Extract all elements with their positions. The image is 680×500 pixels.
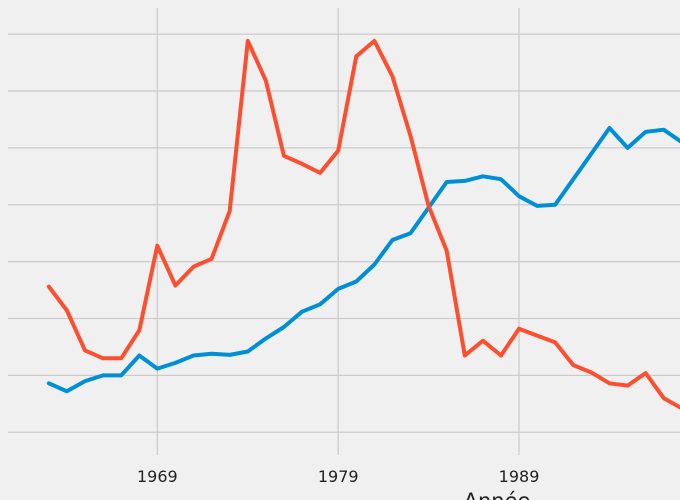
line-series: [46, 38, 680, 410]
lines: [46, 38, 680, 410]
x-axis-label: Année: [464, 489, 531, 500]
x-tick-label: 1979: [318, 467, 359, 486]
x-tick-label: 1989: [499, 467, 540, 486]
line-series: [46, 126, 680, 394]
x-tick-label: 1969: [137, 467, 178, 486]
